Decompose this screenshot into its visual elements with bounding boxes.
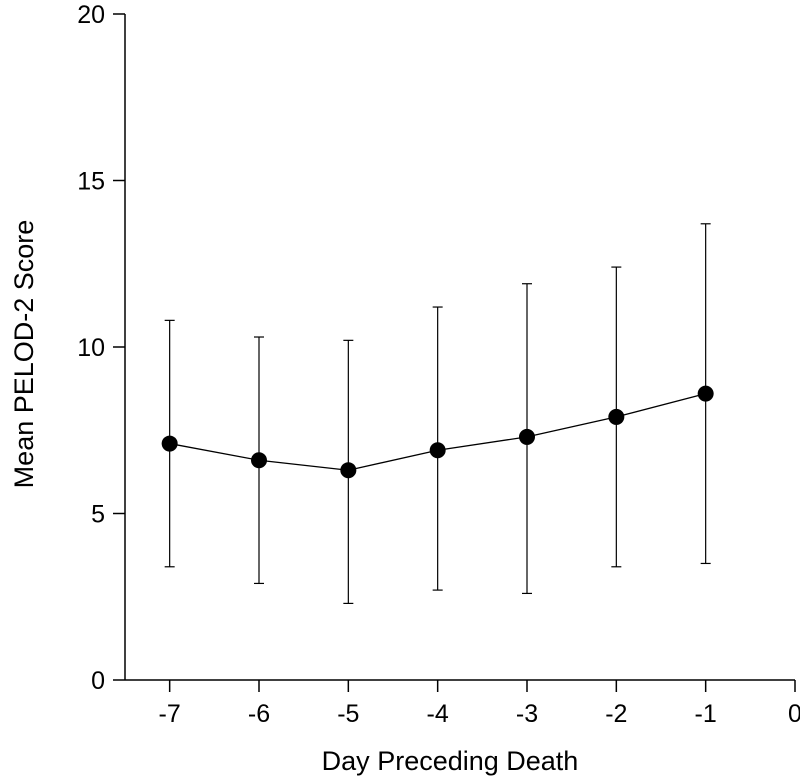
data-point (340, 462, 357, 479)
y-tick-label: 0 (91, 667, 105, 695)
data-point (251, 452, 267, 469)
y-axis-title: Mean PELOD-2 Score (9, 220, 39, 489)
data-point (608, 408, 625, 425)
data-point (161, 435, 178, 452)
x-tick-label: -4 (427, 700, 449, 728)
x-tick-label: -1 (695, 700, 717, 728)
y-tick-label: 10 (77, 334, 105, 362)
x-tick-label: -6 (248, 700, 270, 728)
axes-layer: 0 5 10 15 20 -7 -6 -5 -4 -3 -2 -1 0 (77, 1, 800, 728)
x-axis-title: Day Preceding Death (322, 746, 579, 776)
data-points (161, 385, 714, 479)
y-tick-label: 20 (77, 1, 105, 29)
x-tick-label: 0 (788, 700, 800, 728)
data-point (519, 428, 535, 445)
x-tick-label: -3 (516, 700, 538, 728)
data-point (429, 442, 446, 459)
x-tick-label: -5 (337, 700, 359, 728)
x-tick-label: -2 (605, 700, 627, 728)
y-tick-label: 5 (91, 501, 105, 529)
x-tick-label: -7 (159, 700, 181, 728)
data-point (697, 385, 714, 402)
y-tick-label: 15 (77, 168, 105, 196)
